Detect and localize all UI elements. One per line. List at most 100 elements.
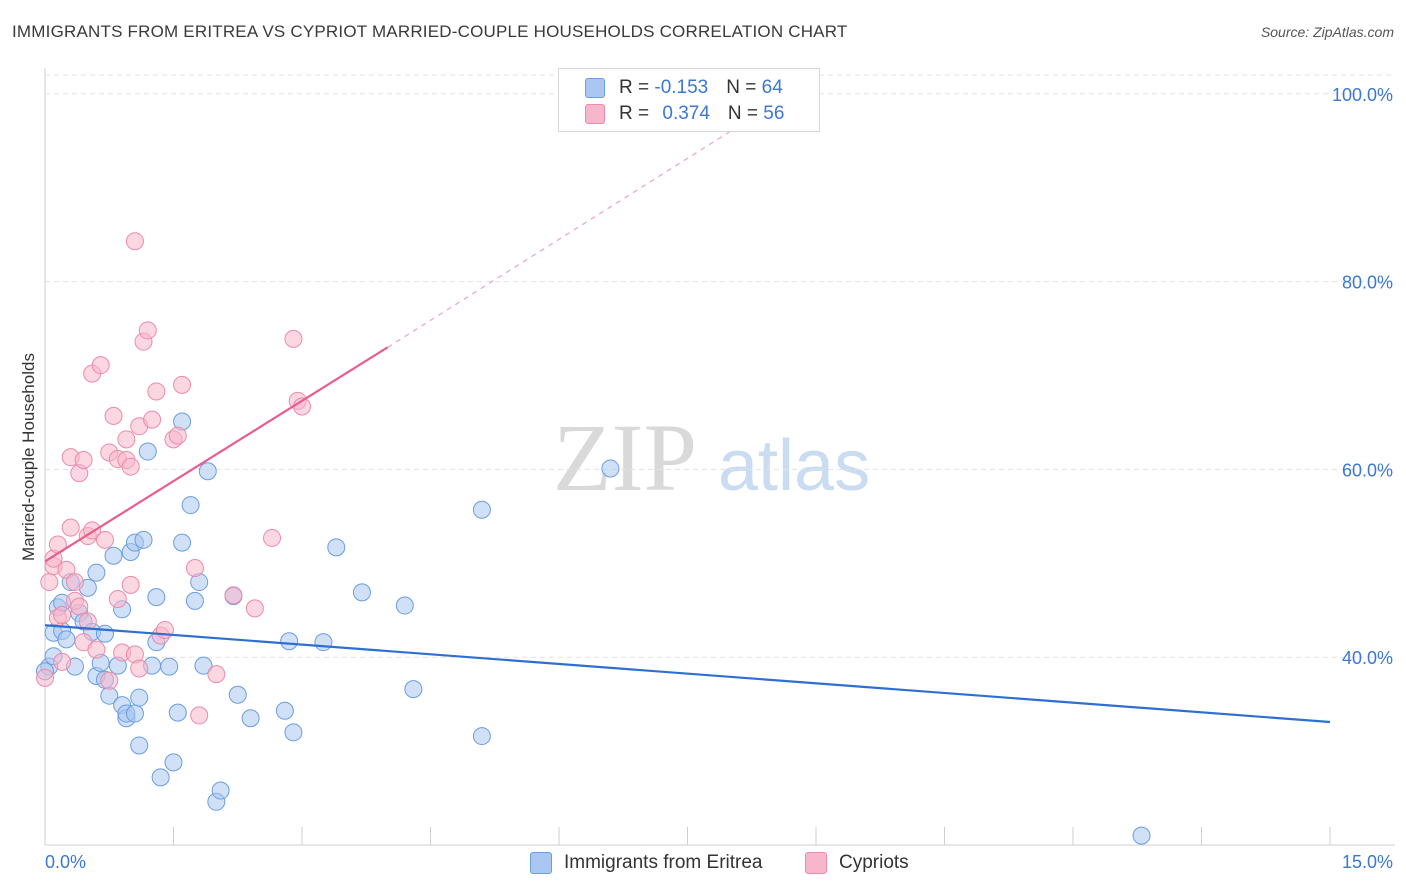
eritrea-point [1132, 826, 1151, 845]
series-label-eritrea: Immigrants from Eritrea [564, 852, 763, 873]
eritrea-point [181, 496, 200, 515]
cypriot-point [190, 706, 209, 725]
legend-row-cypriots: R = 0.374 N = 56 [585, 101, 784, 127]
cypriot-point [108, 589, 127, 608]
legend-n-label: N = [727, 103, 764, 124]
legend-r-label: R = [619, 77, 655, 98]
cypriot-point [168, 426, 187, 445]
cypriot-point [245, 599, 264, 618]
legend-n-value: 56 [763, 103, 785, 124]
series-legend: Immigrants from Eritrea Cypriots [0, 852, 1406, 876]
correlation-legend: R = -0.153 N = 64 R = 0.374 N = 56 [558, 68, 820, 132]
series-swatch-cypriots [805, 852, 827, 874]
eritrea-point [194, 656, 213, 675]
cypriot-point [143, 410, 162, 429]
eritrea-point [104, 546, 123, 565]
cypriot-point [78, 612, 97, 631]
series-swatch-eritrea [530, 852, 552, 874]
eritrea-point [352, 583, 371, 602]
eritrea-point [164, 753, 183, 772]
cypriot-point [57, 560, 76, 579]
cypriot-point [91, 356, 110, 375]
eritrea-point [472, 727, 491, 746]
legend-swatch-cypriots [585, 104, 605, 124]
watermark-atlas: atlas [718, 426, 870, 506]
cypriot-point [121, 457, 140, 476]
cypriot-point [284, 329, 303, 348]
eritrea-point [87, 563, 106, 582]
eritrea-point [472, 500, 491, 519]
cypriot-point [40, 573, 59, 592]
cypriot-point [53, 605, 72, 624]
cypriot-point [121, 575, 140, 594]
chart-title: IMMIGRANTS FROM ERITREA VS CYPRIOT MARRI… [12, 22, 848, 41]
eritrea-point [327, 538, 346, 557]
y-tick-label: 100.0% [1332, 85, 1393, 105]
cypriot-point [74, 451, 93, 469]
cypriot-trend-extension [387, 130, 731, 348]
eritrea-point [160, 657, 179, 676]
cypriot-point [147, 382, 166, 401]
cypriot-trend-line [44, 346, 389, 563]
legend-n-value: 64 [761, 77, 783, 98]
eritrea-point [198, 462, 217, 481]
series-label-cypriots: Cypriots [839, 852, 909, 873]
cypriot-point [61, 518, 80, 537]
cypriot-point [104, 406, 123, 425]
y-axis-label: Married-couple Households [19, 353, 38, 561]
x-tick-label: 0.0% [45, 852, 86, 872]
eritrea-point [168, 703, 187, 722]
watermark-zip: ZIP [553, 404, 697, 511]
cypriot-point [173, 375, 192, 394]
eritrea-point [125, 704, 144, 723]
eritrea-point [404, 680, 423, 699]
series-legend-eritrea: Immigrants from Eritrea [530, 852, 762, 874]
cypriot-point [117, 430, 136, 449]
cypriot-point [224, 586, 243, 605]
cypriot-point [138, 321, 157, 340]
cypriot-point [87, 640, 106, 659]
legend-r-value: 0.374 [662, 103, 710, 124]
y-tick-label: 80.0% [1342, 273, 1393, 293]
cypriot-point [53, 652, 72, 671]
cypriot-point [155, 620, 174, 639]
eritrea-point [228, 685, 247, 704]
eritrea-point [151, 768, 170, 787]
eritrea-point [134, 530, 153, 549]
eritrea-point [211, 781, 230, 800]
cypriot-point [36, 668, 54, 687]
eritrea-point [314, 633, 333, 652]
eritrea-point [241, 709, 260, 728]
eritrea-point [280, 632, 299, 651]
eritrea-trend-line [44, 624, 1331, 724]
eritrea-point [185, 591, 204, 610]
legend-r-value: -0.153 [654, 77, 709, 98]
legend-swatch-eritrea [585, 78, 605, 98]
y-tick-label: 40.0% [1342, 648, 1393, 668]
y-tick-label: 60.0% [1342, 460, 1393, 480]
cypriot-point [100, 671, 119, 690]
cypriot-point [263, 528, 282, 547]
legend-row-eritrea: R = -0.153 N = 64 [585, 75, 783, 101]
eritrea-point [57, 630, 76, 649]
cypriot-point [65, 573, 84, 592]
eritrea-point [130, 736, 149, 755]
source-label: Source: ZipAtlas.com [1260, 24, 1394, 40]
eritrea-point [173, 533, 192, 552]
eritrea-point [95, 624, 114, 643]
eritrea-point [284, 723, 303, 742]
eritrea-point [130, 688, 149, 707]
cypriot-point [207, 665, 226, 684]
cypriot-point [130, 659, 149, 678]
cypriot-point [125, 232, 144, 251]
eritrea-point [275, 701, 294, 720]
cypriot-point [70, 597, 89, 616]
eritrea-point [147, 588, 166, 607]
series-legend-cypriots: Cypriots [805, 852, 909, 874]
cypriot-point [95, 530, 114, 549]
legend-n-label: N = [726, 77, 762, 98]
cypriot-point [185, 558, 204, 577]
eritrea-point [395, 596, 414, 615]
legend-r-label: R = [619, 103, 655, 124]
